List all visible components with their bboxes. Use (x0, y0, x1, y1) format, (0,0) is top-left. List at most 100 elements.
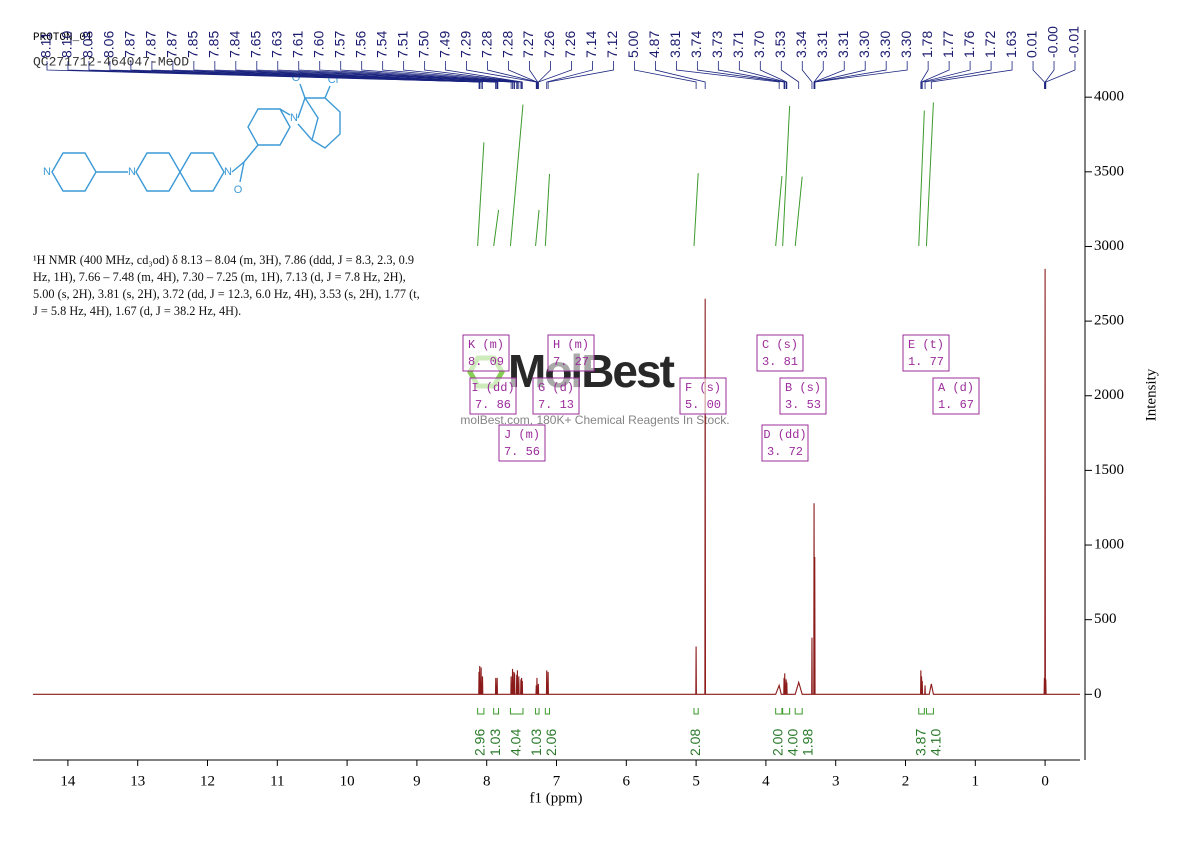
peak-leader (340, 61, 518, 89)
peak-leader (759, 61, 788, 89)
multiplet-shift: 3. 53 (785, 398, 821, 412)
atom-label: Cl (328, 74, 338, 86)
peak-leader (717, 61, 786, 89)
y-tick-label: 4000 (1094, 89, 1124, 105)
peak-label: 3.81 (667, 31, 683, 58)
integral-bracket (925, 708, 934, 715)
multiplet-frame (761, 424, 809, 462)
peak-leader (675, 61, 780, 89)
multiplet-shift: 3. 72 (767, 445, 803, 459)
peak-leader (634, 61, 697, 89)
peak-leader (546, 61, 593, 89)
peak-leader (172, 61, 497, 89)
integral-label: 4.04 (507, 729, 523, 756)
integral-label: 2.00 (770, 729, 786, 756)
peak-label: 1.77 (940, 31, 956, 58)
multiplet-label: E (t) (908, 338, 944, 352)
peak-label: 7.54 (373, 31, 389, 58)
x-tick-label: 1 (972, 773, 980, 789)
peak-label: 7.28 (499, 31, 515, 58)
integral-label: 4.00 (785, 729, 801, 756)
multiplet-label: C (s) (762, 338, 798, 352)
peak-label: -0.00 (1045, 26, 1061, 58)
multiplet-box: F (s) 5. 00 (679, 377, 727, 415)
y-tick-label: 1000 (1094, 536, 1124, 552)
bond (297, 97, 306, 119)
peak-label: 1.72 (982, 31, 998, 58)
multiplet-shift: 7. 56 (504, 445, 540, 459)
peak-label: 1.78 (919, 31, 935, 58)
bond (239, 161, 245, 183)
nmr-description: ¹H NMR (400 MHz, cd₃od) δ 8.13 – 8.04 (m… (33, 253, 420, 318)
multiplet-shift: 3. 81 (762, 355, 798, 369)
multiplet-box: E (t) 1. 77 (902, 334, 950, 372)
integral-curve (477, 142, 485, 247)
multiplet-frame (462, 334, 510, 372)
peak-leader (403, 61, 522, 89)
integral-label: 4.10 (927, 729, 943, 756)
peak-label: 0.01 (1024, 31, 1040, 58)
multiplet-frame (498, 424, 546, 462)
atom-label: N (43, 166, 51, 178)
multiplet-box: I (dd) 7. 86 (469, 377, 517, 415)
peak-label: 7.63 (268, 31, 284, 58)
peak-label: 7.60 (310, 31, 326, 58)
integral-bracket (509, 708, 524, 715)
multiplet-box: D (dd) 3. 72 (761, 424, 809, 462)
multiplet-box: C (s) 3. 81 (756, 334, 804, 372)
multiplet-frame (779, 377, 827, 415)
peak-leader (780, 61, 800, 89)
peak-leader (235, 61, 499, 89)
x-axis-label: f1 (ppm) (530, 790, 583, 806)
peak-label: 1.63 (1003, 31, 1019, 58)
multiplet-shift: 7. 27 (553, 355, 589, 369)
benzene-ring (247, 108, 291, 146)
peak-label: 7.28 (478, 31, 494, 58)
peak-leader (655, 61, 706, 89)
integral-label: 1.03 (528, 729, 544, 756)
piperidine-ring (135, 152, 181, 192)
x-tick-label: 4 (762, 773, 770, 789)
peak-label: 3.31 (814, 31, 830, 58)
y-tick-label: 0 (1094, 686, 1102, 702)
peak-label: 7.12 (604, 31, 620, 58)
molecule (51, 83, 341, 192)
peak-leader (319, 61, 516, 89)
peak-label: 7.26 (562, 31, 578, 58)
peak-label: 7.57 (331, 31, 347, 58)
multiplet-shift: 1. 77 (908, 355, 944, 369)
multiplet-frame (902, 334, 950, 372)
y-tick-label: 3000 (1094, 238, 1124, 254)
peak-label: 3.73 (709, 31, 725, 58)
peak-leader (813, 61, 845, 89)
x-tick-label: 0 (1041, 773, 1049, 789)
peak-leader (1032, 61, 1045, 89)
chart-subtitle: QC271712-464047-MeOD (33, 54, 189, 69)
bond (297, 123, 313, 141)
peak-leader (930, 61, 1013, 89)
x-tick-label: 9 (413, 773, 421, 789)
peak-label: 7.50 (415, 31, 431, 58)
integral-curve (535, 209, 540, 247)
peak-leader (277, 61, 513, 89)
integral-bracket (918, 708, 925, 715)
peak-label: 7.87 (164, 31, 180, 58)
spectrum-line (33, 268, 1080, 695)
multiplet-label: A (d) (938, 381, 974, 395)
x-tick-label: 5 (692, 773, 700, 789)
peak-label: -0.01 (1066, 26, 1082, 58)
x-tick-label: 14 (60, 773, 76, 789)
integral-curve (918, 110, 925, 247)
peak-label: 7.84 (227, 31, 243, 58)
multiplet-box: G (d) 7. 13 (532, 377, 580, 415)
peak-label: 1.76 (961, 31, 977, 58)
bond (324, 85, 331, 99)
peak-label: 7.26 (541, 31, 557, 58)
peak-leader (920, 61, 929, 89)
integral-curve (794, 176, 803, 247)
chart-title: PROTON_01 (33, 32, 93, 44)
integral-label: 2.96 (471, 729, 487, 756)
peak-label: 3.74 (688, 31, 704, 58)
